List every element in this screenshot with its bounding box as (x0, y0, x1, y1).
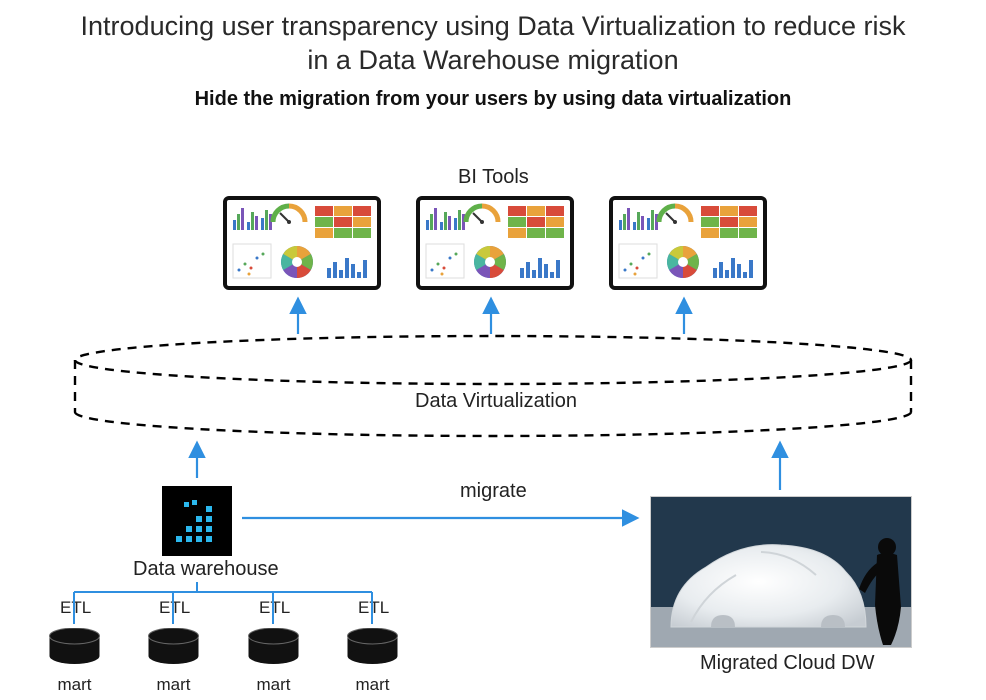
bi-dashboard-3 (609, 196, 767, 290)
title-line-1: Introducing user transparency using Data… (81, 11, 906, 41)
mart-label-2: mart (146, 675, 201, 695)
data-virtualization-label: Data Virtualization (415, 390, 577, 413)
mart-label-4: mart (345, 675, 400, 695)
page-title: Introducing user transparency using Data… (0, 0, 986, 78)
migrated-cloud-dw-image (650, 496, 912, 648)
title-line-2: in a Data Warehouse migration (307, 45, 678, 75)
etl-label-4: ETL (358, 598, 389, 618)
bi-dashboard-1 (223, 196, 381, 290)
mart-4: mart (345, 628, 400, 695)
mart-3: mart (246, 628, 301, 695)
page-subtitle: Hide the migration from your users by us… (0, 88, 986, 111)
mart-label-1: mart (47, 675, 102, 695)
mart-1: mart (47, 628, 102, 695)
mart-2: mart (146, 628, 201, 695)
data-warehouse-icon (162, 486, 232, 556)
bi-dashboard-2 (416, 196, 574, 290)
etl-label-2: ETL (159, 598, 190, 618)
etl-label-3: ETL (259, 598, 290, 618)
migrate-label: migrate (460, 480, 527, 503)
migrated-cloud-dw-label: Migrated Cloud DW (700, 652, 875, 675)
bi-tools-label: BI Tools (458, 166, 529, 189)
mart-label-3: mart (246, 675, 301, 695)
data-warehouse-label: Data warehouse (133, 558, 279, 581)
etl-label-1: ETL (60, 598, 91, 618)
